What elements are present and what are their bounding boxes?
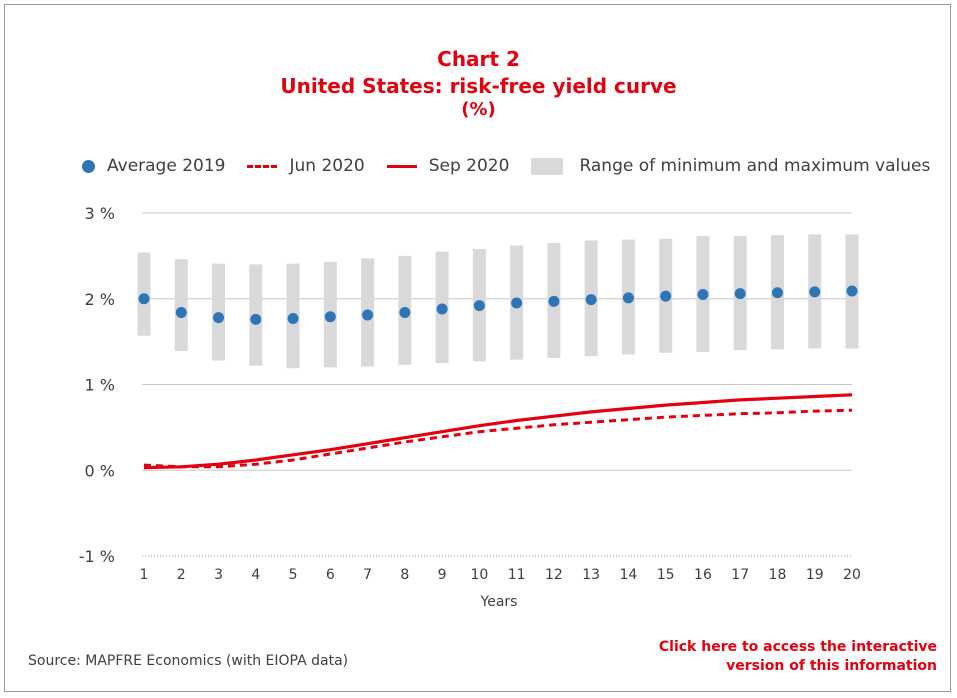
legend-label-sep: Sep 2020 (428, 156, 510, 176)
legend-label-jun: Jun 2020 (289, 156, 365, 176)
chart-title: Chart 2 (437, 47, 520, 71)
source-note: Source: MAPFRE Economics (with EIOPA dat… (28, 653, 349, 669)
avg-2019-point (809, 286, 821, 298)
avg-2019-point (287, 312, 299, 324)
avg-2019-point (771, 287, 783, 299)
y-tick-label: 1 % (85, 376, 115, 395)
x-tick-label: 13 (582, 567, 600, 583)
avg-2019-point (473, 300, 485, 312)
chart-subtitle: United States: risk-free yield curve (280, 74, 677, 98)
x-tick-label: 7 (363, 567, 372, 583)
avg-2019-point (362, 309, 374, 321)
avg-2019-point (622, 292, 634, 304)
avg-2019-point (734, 288, 746, 300)
chart-legend: Average 2019 Jun 2020 Sep 2020 Range of … (82, 154, 952, 178)
legend-dot-icon (82, 159, 95, 173)
avg-2019-point (846, 285, 858, 297)
cta-line-1: Click here to access the interactive (658, 639, 937, 655)
avg-2019-point (138, 293, 150, 305)
x-tick-label: 1 (140, 567, 149, 583)
x-tick-label: 16 (694, 567, 712, 583)
x-tick-label: 14 (620, 567, 638, 583)
avg-2019-point (436, 303, 448, 315)
x-axis-label: Years (480, 594, 518, 610)
x-tick-label: 3 (214, 567, 223, 583)
avg-2019-point (250, 313, 262, 325)
avg-2019-point (213, 312, 225, 324)
range-bar (174, 259, 188, 352)
x-tick-label: 2 (177, 567, 186, 583)
x-tick-label: 10 (470, 567, 488, 583)
series-line-jun-2020 (143, 408, 853, 469)
chart-unit: (%) (461, 99, 496, 120)
interactive-version-link[interactable]: Click here to access the interactive ver… (659, 638, 937, 676)
x-tick-label: 8 (400, 567, 409, 583)
avg-2019-point (511, 297, 523, 309)
legend-range-box-icon (531, 157, 564, 175)
x-tick-label: 11 (508, 567, 526, 583)
avg-2019-point (660, 290, 672, 302)
y-tick-label: 3 % (85, 204, 115, 223)
legend-label-avg: Average 2019 (107, 156, 226, 176)
avg-2019-point (175, 306, 187, 318)
y-tick-label: -1 % (79, 547, 115, 566)
x-tick-label: 17 (731, 567, 749, 583)
legend-dashed-line-icon (247, 164, 278, 168)
x-tick-label: 15 (657, 567, 675, 583)
legend-item-avg: Average 2019 (82, 156, 225, 176)
series-line-sep-2020 (143, 393, 853, 470)
legend-solid-line-icon (386, 164, 417, 168)
x-tick-label: 19 (806, 567, 824, 583)
x-tick-label: 6 (326, 567, 335, 583)
y-tick-label: 2 % (85, 290, 115, 309)
legend-item-sep: Sep 2020 (386, 156, 510, 176)
x-tick-label: 4 (251, 567, 260, 583)
x-tick-label: 9 (438, 567, 447, 583)
avg-2019-point (399, 306, 411, 318)
legend-label-range: Range of minimum and maximum values (579, 156, 931, 176)
x-tick-label: 20 (843, 567, 861, 583)
legend-item-range: Range of minimum and maximum values (531, 156, 930, 176)
avg-2019-point (324, 311, 336, 323)
y-tick-label: 0 % (85, 461, 115, 480)
avg-2019-point (585, 294, 597, 306)
cta-line-2: version of this information (726, 658, 937, 674)
avg-2019-point (697, 288, 709, 300)
avg-2019-point (548, 295, 560, 307)
x-tick-label: 5 (289, 567, 298, 583)
x-tick-label: 18 (769, 567, 787, 583)
range-bar (212, 263, 226, 361)
legend-item-jun: Jun 2020 (247, 156, 365, 176)
x-tick-label: 12 (545, 567, 563, 583)
